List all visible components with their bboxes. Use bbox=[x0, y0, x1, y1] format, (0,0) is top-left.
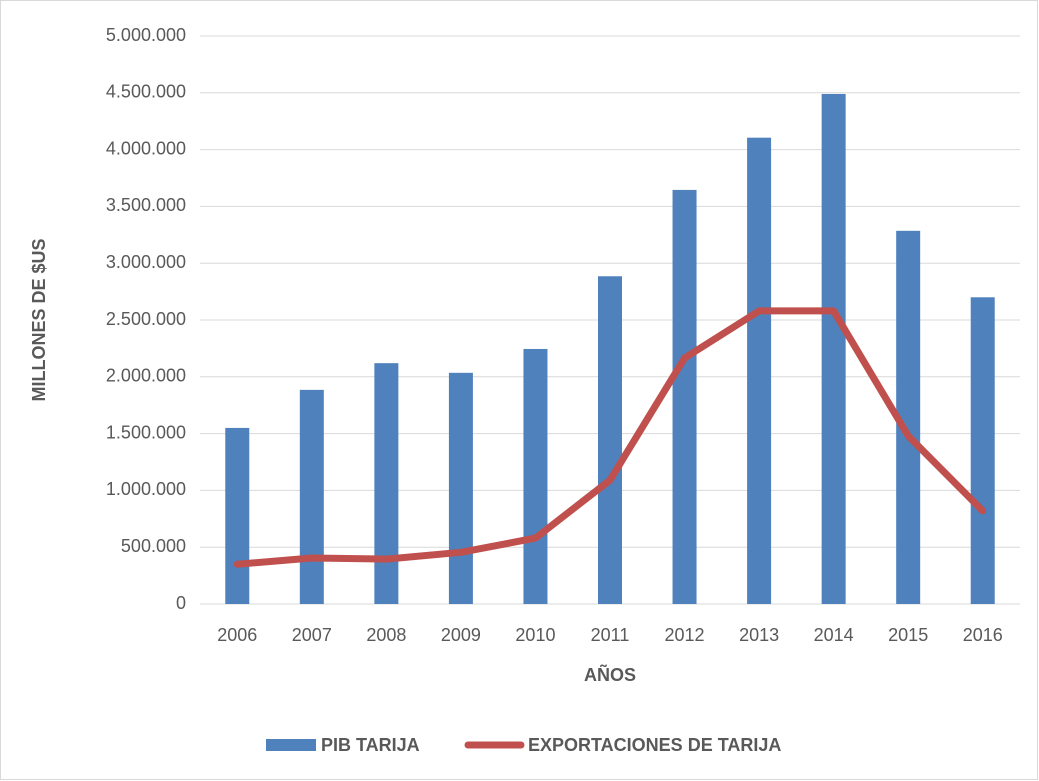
legend-label: EXPORTACIONES DE TARIJA bbox=[528, 735, 781, 755]
bar bbox=[299, 389, 324, 604]
x-tick-label: 2016 bbox=[963, 625, 1003, 645]
x-tick-label: 2007 bbox=[292, 625, 332, 645]
x-tick-label: 2011 bbox=[591, 625, 630, 645]
bar bbox=[225, 427, 250, 604]
x-tick-label: 2015 bbox=[888, 625, 928, 645]
x-tick-label: 2012 bbox=[665, 625, 705, 645]
bar bbox=[448, 372, 473, 604]
x-tick-label: 2014 bbox=[814, 625, 854, 645]
x-axis-title: AÑOS bbox=[584, 664, 636, 685]
x-tick-label: 2006 bbox=[217, 625, 257, 645]
y-tick-label: 3.000.000 bbox=[106, 252, 186, 272]
y-tick-label: 2.000.000 bbox=[106, 366, 186, 386]
x-tick-label: 2008 bbox=[366, 625, 406, 645]
y-tick-label: 1.000.000 bbox=[106, 479, 186, 499]
x-tick-label: 2009 bbox=[441, 625, 481, 645]
bar bbox=[523, 348, 548, 604]
x-tick-label: 2013 bbox=[739, 625, 779, 645]
bar bbox=[672, 189, 697, 605]
y-tick-label: 0 bbox=[176, 593, 186, 613]
bar bbox=[374, 363, 399, 604]
y-axis-title: MILLONES DE $US bbox=[29, 238, 49, 401]
y-tick-label: 4.000.000 bbox=[106, 138, 186, 158]
legend-label: PIB TARIJA bbox=[321, 735, 420, 755]
line bbox=[233, 307, 987, 568]
legend-swatch bbox=[266, 739, 316, 751]
y-tick-label: 3.500.000 bbox=[106, 195, 186, 215]
y-tick-label: 4.500.000 bbox=[106, 82, 186, 102]
bar bbox=[821, 93, 846, 604]
bar bbox=[747, 137, 772, 604]
y-tick-label: 500.000 bbox=[121, 536, 186, 556]
y-tick-label: 5.000.000 bbox=[106, 25, 186, 45]
bar bbox=[970, 297, 995, 604]
x-tick-label: 2010 bbox=[515, 625, 555, 645]
y-tick-label: 1.500.000 bbox=[106, 422, 186, 442]
bar bbox=[598, 276, 622, 604]
y-tick-label: 2.500.000 bbox=[106, 309, 186, 329]
